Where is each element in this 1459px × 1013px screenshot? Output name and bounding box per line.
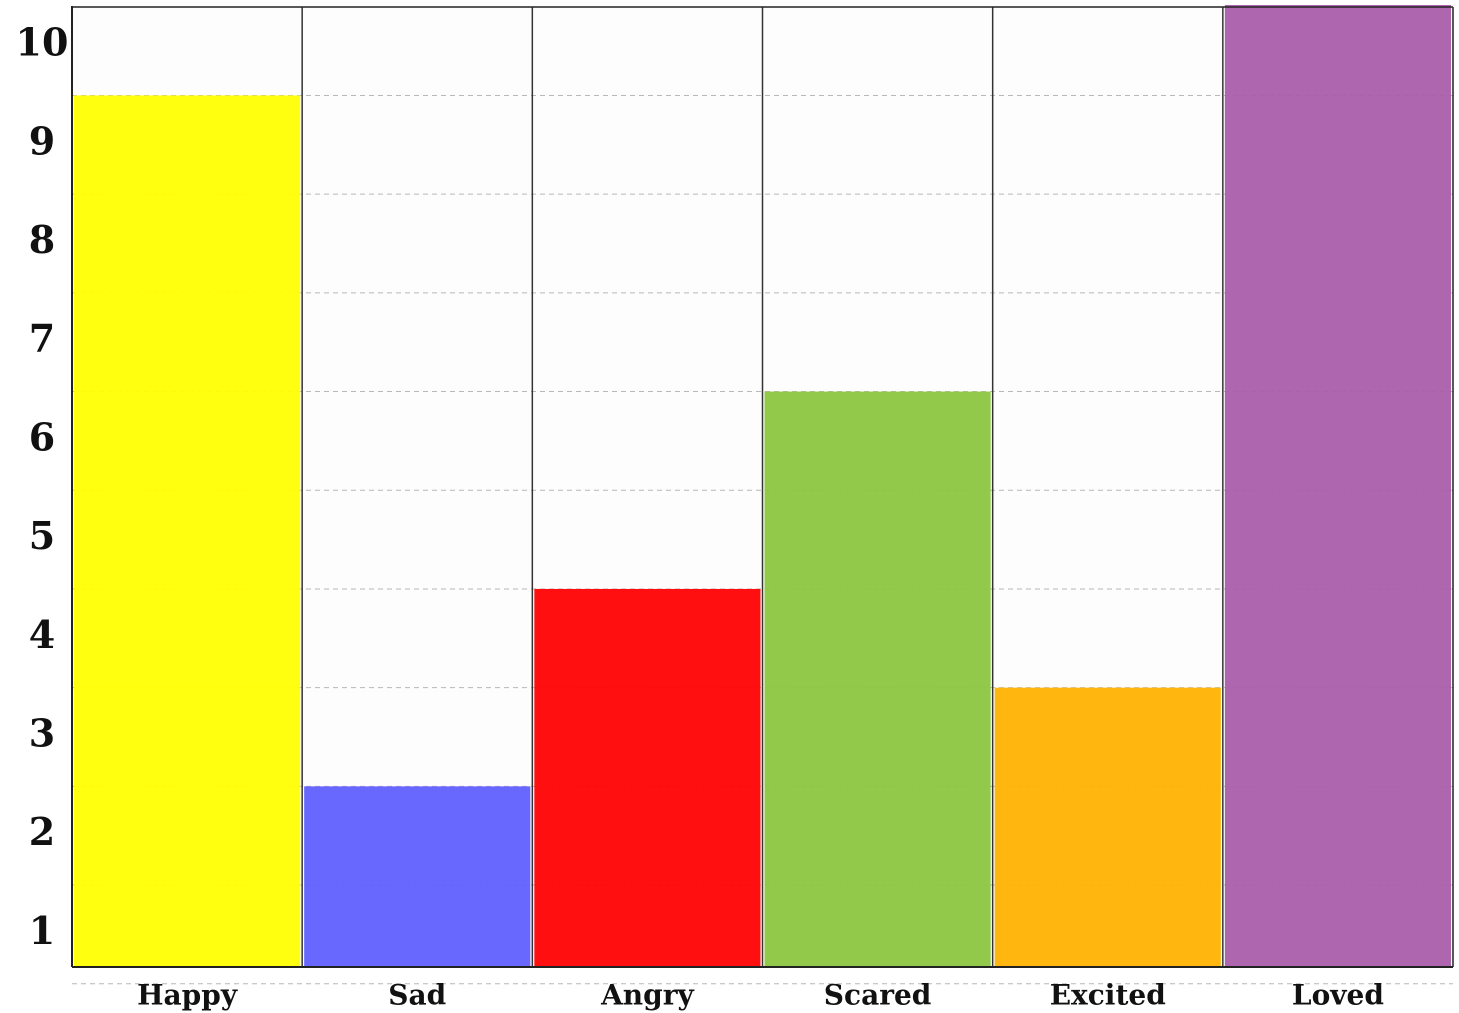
y-tick-label-10: 10 [16,20,69,65]
x-label-sad: Sad [388,979,446,1012]
x-category-labels: Happy Sad Angry Scared Excited Loved [137,979,1384,1012]
y-tick-label-4: 4 [29,612,55,657]
bar-angry [534,588,761,967]
bar-excited [994,687,1221,967]
bar-scared [764,391,991,967]
y-tick-label-7: 7 [29,316,55,361]
x-label-angry: Angry [600,979,694,1012]
y-tick-label-6: 6 [29,414,55,459]
y-tick-label-1: 1 [29,908,55,953]
bar-sad [304,786,531,967]
y-tick-label-3: 3 [29,711,55,756]
column-dividers [301,7,1224,967]
y-tick-label-5: 5 [29,513,55,558]
x-label-happy: Happy [137,979,238,1012]
y-tick-label-8: 8 [29,217,55,262]
bar-loved [1224,5,1451,967]
y-tick-label-2: 2 [29,809,55,854]
bars [74,5,1451,967]
bar-happy [74,95,301,967]
x-label-scared: Scared [824,979,932,1012]
x-label-loved: Loved [1292,979,1384,1012]
y-tick-label-9: 9 [29,118,55,163]
x-label-excited: Excited [1050,979,1166,1012]
y-tick-labels: 1 2 3 4 5 6 7 8 9 10 [16,20,69,953]
